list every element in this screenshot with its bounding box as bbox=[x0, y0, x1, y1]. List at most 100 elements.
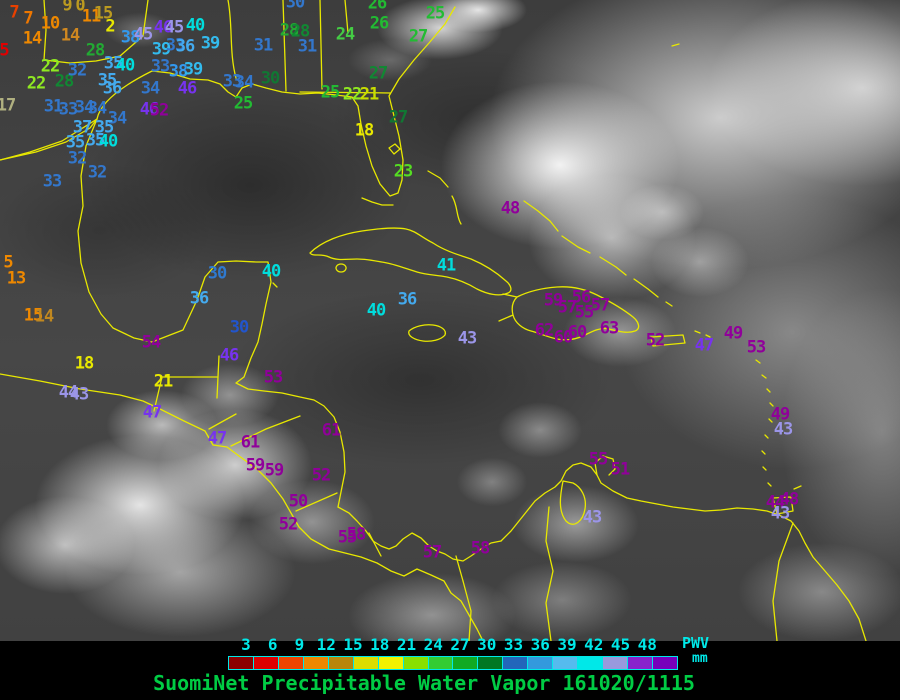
station-value: 15 bbox=[93, 3, 114, 24]
station-value: 31 bbox=[43, 96, 64, 117]
station-value: 14 bbox=[60, 25, 81, 46]
colorbar-tick: 9 bbox=[294, 635, 305, 654]
mexico-border-riogrande bbox=[0, 118, 98, 161]
cozumel bbox=[272, 282, 278, 288]
station-value: 36 bbox=[397, 289, 418, 310]
station-value: 52 bbox=[149, 100, 170, 121]
caption: SuomiNet Precipitable Water Vapor 161020… bbox=[153, 671, 695, 695]
station-value: 50 bbox=[288, 491, 309, 512]
station-values-layer: 7 7 10 9 0 11 15 2 14 14 5 17 22 22 28 32 28 38 45 46 45 40 39… bbox=[0, 0, 800, 563]
station-value: 36 bbox=[175, 36, 196, 57]
station-value: 5 bbox=[0, 40, 10, 61]
lake-maracaibo bbox=[559, 480, 587, 525]
nicaragua-panama-coast bbox=[337, 506, 502, 562]
station-value: 60 bbox=[553, 327, 574, 348]
station-value: 43 bbox=[773, 419, 794, 440]
lake-okeechobee bbox=[388, 143, 401, 155]
station-value: 40 bbox=[98, 131, 119, 152]
station-value: 48 bbox=[779, 489, 800, 510]
satellite-imagery bbox=[0, 0, 900, 641]
station-value: 47 bbox=[142, 402, 163, 423]
station-value: 33 bbox=[150, 56, 171, 77]
station-value: 33 bbox=[58, 99, 79, 120]
station-value: 49 bbox=[770, 404, 791, 425]
station-value: 32 bbox=[67, 148, 88, 169]
station-value: 59 bbox=[543, 290, 564, 311]
station-value: 61 bbox=[321, 420, 342, 441]
station-value: 32 bbox=[67, 60, 88, 81]
central-america-borders bbox=[153, 355, 464, 582]
station-value: 33 bbox=[222, 71, 243, 92]
hispaniola bbox=[498, 286, 640, 341]
station-value: 30 bbox=[207, 263, 228, 284]
station-value: 40 bbox=[115, 55, 136, 76]
station-value: 53 bbox=[263, 367, 284, 388]
station-value: 5 bbox=[3, 252, 13, 273]
colorbar-tick: 39 bbox=[557, 635, 577, 654]
station-value: 24 bbox=[335, 24, 356, 45]
colorbar-tick: 21 bbox=[396, 635, 417, 654]
cuba bbox=[309, 227, 512, 296]
station-value: 40 bbox=[185, 15, 206, 36]
coastlines-overlay bbox=[0, 0, 867, 641]
station-value: 43 bbox=[69, 384, 90, 405]
station-value: 53 bbox=[746, 337, 767, 358]
station-value: 18 bbox=[74, 353, 95, 374]
station-value: 14 bbox=[22, 28, 43, 49]
station-value: 46 bbox=[219, 345, 240, 366]
station-value: 28 bbox=[290, 21, 311, 42]
station-value: 57 bbox=[590, 295, 611, 316]
station-value: 44 bbox=[58, 382, 79, 403]
colorbar-tick: 3 bbox=[241, 635, 251, 654]
station-value: 33 bbox=[165, 35, 186, 56]
station-value: 58 bbox=[346, 524, 367, 545]
station-value: 35 bbox=[85, 130, 106, 151]
station-value: 23 bbox=[393, 161, 414, 182]
station-value: 10 bbox=[40, 13, 61, 34]
colorbar-tick: 6 bbox=[267, 635, 278, 654]
colorbar-segment bbox=[503, 657, 529, 669]
station-value: 46 bbox=[177, 78, 198, 99]
station-value: 39 bbox=[200, 33, 221, 54]
station-value: 40 bbox=[366, 300, 387, 321]
station-value: 57 bbox=[422, 542, 443, 563]
station-value: 38 bbox=[120, 27, 141, 48]
colorbar-segment bbox=[578, 657, 604, 669]
station-value: 33 bbox=[42, 171, 63, 192]
station-value: 13 bbox=[6, 268, 27, 289]
station-value: 46 bbox=[139, 99, 160, 120]
colorbar-segment bbox=[378, 657, 404, 669]
legend-unit-label: PWV mm bbox=[682, 635, 709, 666]
station-value: 28 bbox=[54, 71, 75, 92]
colorbar-segment bbox=[628, 657, 653, 669]
station-value: 52 bbox=[311, 465, 332, 486]
colorbar-segment bbox=[229, 657, 254, 669]
station-value: 57 bbox=[557, 297, 578, 318]
station-value: 30 bbox=[285, 0, 306, 13]
colorbar-segment bbox=[553, 657, 579, 669]
station-value: 28 bbox=[85, 40, 106, 61]
state-borders bbox=[43, 0, 391, 94]
station-value: 55 bbox=[588, 449, 609, 470]
station-value: 21 bbox=[153, 371, 174, 392]
colorbar-segment bbox=[428, 657, 454, 669]
station-value: 30 bbox=[229, 317, 250, 338]
station-value: 11 bbox=[81, 6, 102, 27]
colorbar-tick: 45 bbox=[610, 635, 631, 654]
station-value: 35 bbox=[65, 132, 86, 153]
south-america-borders bbox=[462, 506, 794, 641]
colorbar-segment bbox=[278, 657, 304, 669]
station-value: 61 bbox=[240, 432, 261, 453]
station-value: 34 bbox=[107, 108, 128, 129]
colorbar-tick: 33 bbox=[503, 635, 524, 654]
station-value: 9 bbox=[62, 0, 72, 16]
jamaica bbox=[408, 324, 447, 342]
station-value: 36 bbox=[189, 288, 210, 309]
station-value: 22 bbox=[40, 56, 61, 77]
station-value: 41 bbox=[436, 255, 457, 276]
station-value: 0 bbox=[75, 0, 85, 16]
colorbar-segment bbox=[603, 657, 628, 669]
gulf-yucatan-honduras-coast bbox=[77, 118, 346, 508]
colorbar-tick: 48 bbox=[637, 635, 657, 654]
